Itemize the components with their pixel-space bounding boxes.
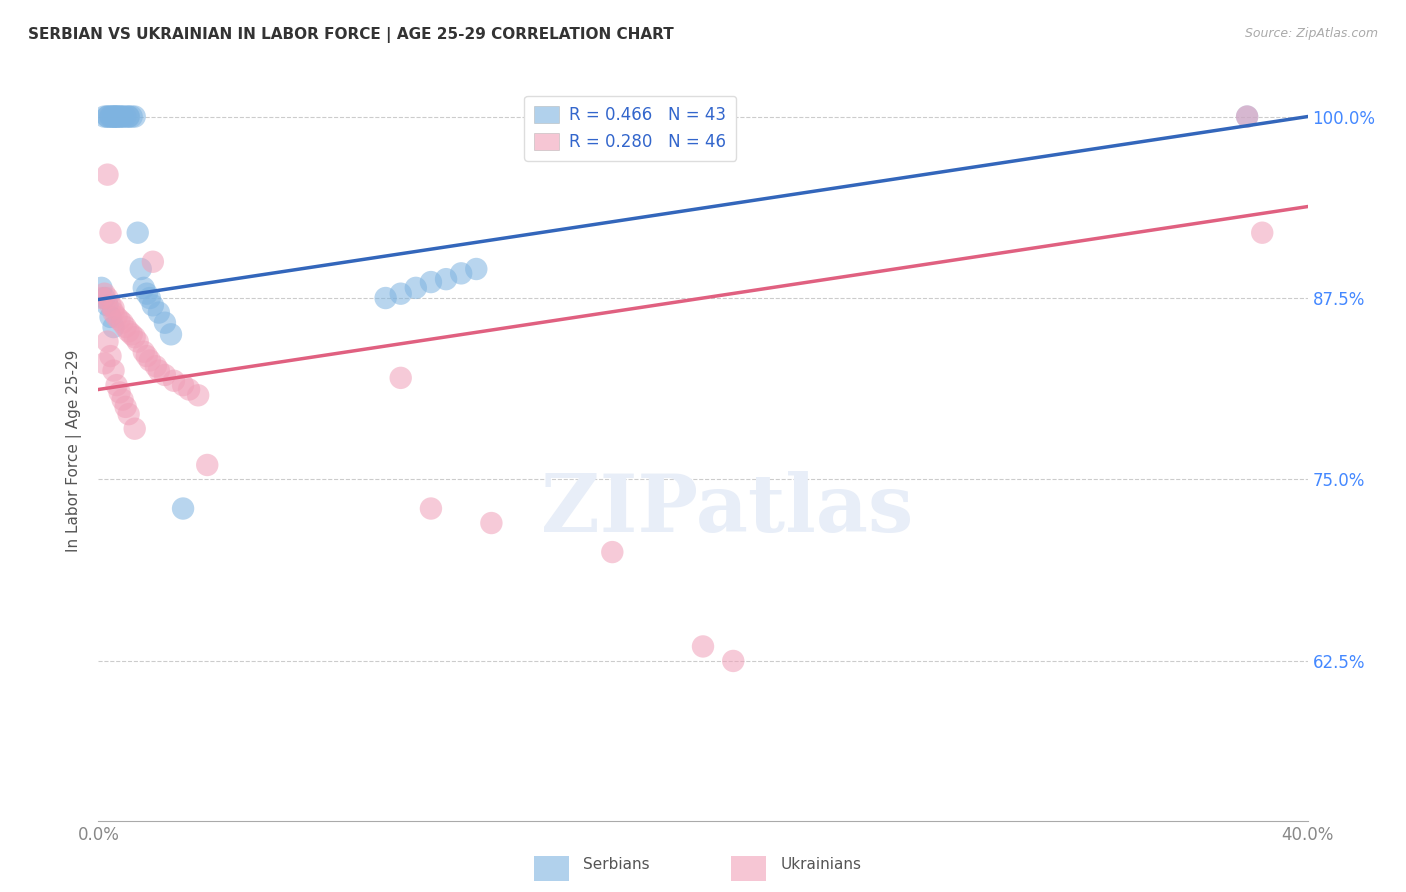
Point <box>105 110 128 124</box>
Point <box>105 310 128 324</box>
Point <box>93 110 115 124</box>
Point <box>405 281 427 295</box>
Point <box>195 458 218 472</box>
Point <box>100 349 122 363</box>
Point <box>465 262 488 277</box>
Point <box>121 327 143 342</box>
Point <box>96 334 118 349</box>
Point <box>103 363 125 377</box>
Point <box>153 368 176 382</box>
Point <box>108 110 131 124</box>
Point <box>108 110 131 124</box>
Point <box>135 286 157 301</box>
Point <box>103 320 125 334</box>
Point <box>103 301 125 316</box>
Point <box>1236 110 1258 124</box>
Point <box>481 516 503 530</box>
Point <box>105 378 128 392</box>
Text: Serbians: Serbians <box>583 857 650 872</box>
Point <box>118 110 141 124</box>
Point <box>118 110 141 124</box>
Point <box>1236 110 1258 124</box>
Point <box>124 330 146 344</box>
Point <box>103 110 125 124</box>
Y-axis label: In Labor Force | Age 25-29: In Labor Force | Age 25-29 <box>66 350 83 551</box>
Point <box>602 545 624 559</box>
Point <box>692 640 714 654</box>
Point <box>163 374 186 388</box>
Point <box>96 298 118 312</box>
Point <box>434 272 457 286</box>
Point <box>108 385 131 400</box>
Point <box>127 226 149 240</box>
Point <box>111 392 134 407</box>
Point <box>103 305 125 319</box>
Point <box>723 654 745 668</box>
Point <box>111 110 134 124</box>
Point <box>118 407 141 421</box>
Point <box>1251 226 1274 240</box>
Point <box>148 305 170 319</box>
Point <box>93 286 115 301</box>
Point <box>420 275 443 289</box>
Point <box>160 327 183 342</box>
Point <box>96 291 118 305</box>
Point <box>145 359 167 374</box>
Point <box>114 110 136 124</box>
Point <box>450 266 472 280</box>
Point <box>93 291 115 305</box>
Point <box>389 371 412 385</box>
Text: Source: ZipAtlas.com: Source: ZipAtlas.com <box>1244 27 1378 40</box>
Point <box>124 110 146 124</box>
Point <box>179 383 201 397</box>
Point <box>111 110 134 124</box>
Point <box>100 110 122 124</box>
Point <box>108 313 131 327</box>
Text: SERBIAN VS UKRAINIAN IN LABOR FORCE | AGE 25-29 CORRELATION CHART: SERBIAN VS UKRAINIAN IN LABOR FORCE | AG… <box>28 27 673 43</box>
Point <box>148 363 170 377</box>
Point <box>111 316 134 330</box>
Point <box>96 168 118 182</box>
Point <box>103 110 125 124</box>
Point <box>135 349 157 363</box>
Point <box>103 110 125 124</box>
Point <box>93 356 115 370</box>
Point <box>153 316 176 330</box>
Point <box>100 310 122 324</box>
Point <box>374 291 396 305</box>
Point <box>420 501 443 516</box>
Point <box>90 281 112 295</box>
Point <box>139 353 162 368</box>
Point <box>187 388 209 402</box>
Point <box>118 325 141 339</box>
Point <box>114 320 136 334</box>
Point <box>129 262 152 277</box>
Point <box>142 298 165 312</box>
Point <box>172 378 194 392</box>
Point <box>139 291 162 305</box>
Point <box>100 110 122 124</box>
Point <box>105 110 128 124</box>
Point <box>105 110 128 124</box>
Point <box>132 344 155 359</box>
Legend: R = 0.466   N = 43, R = 0.280   N = 46: R = 0.466 N = 43, R = 0.280 N = 46 <box>524 96 737 161</box>
Point <box>100 298 122 312</box>
Point <box>389 286 412 301</box>
Point <box>142 254 165 268</box>
Point <box>90 291 112 305</box>
Point <box>132 281 155 295</box>
Point <box>124 422 146 436</box>
Point <box>96 110 118 124</box>
Point <box>114 400 136 414</box>
Point <box>127 334 149 349</box>
Point <box>100 226 122 240</box>
Text: ZIPatlas: ZIPatlas <box>541 471 914 549</box>
Point <box>121 110 143 124</box>
Text: Ukrainians: Ukrainians <box>780 857 862 872</box>
Point <box>172 501 194 516</box>
Point <box>96 110 118 124</box>
